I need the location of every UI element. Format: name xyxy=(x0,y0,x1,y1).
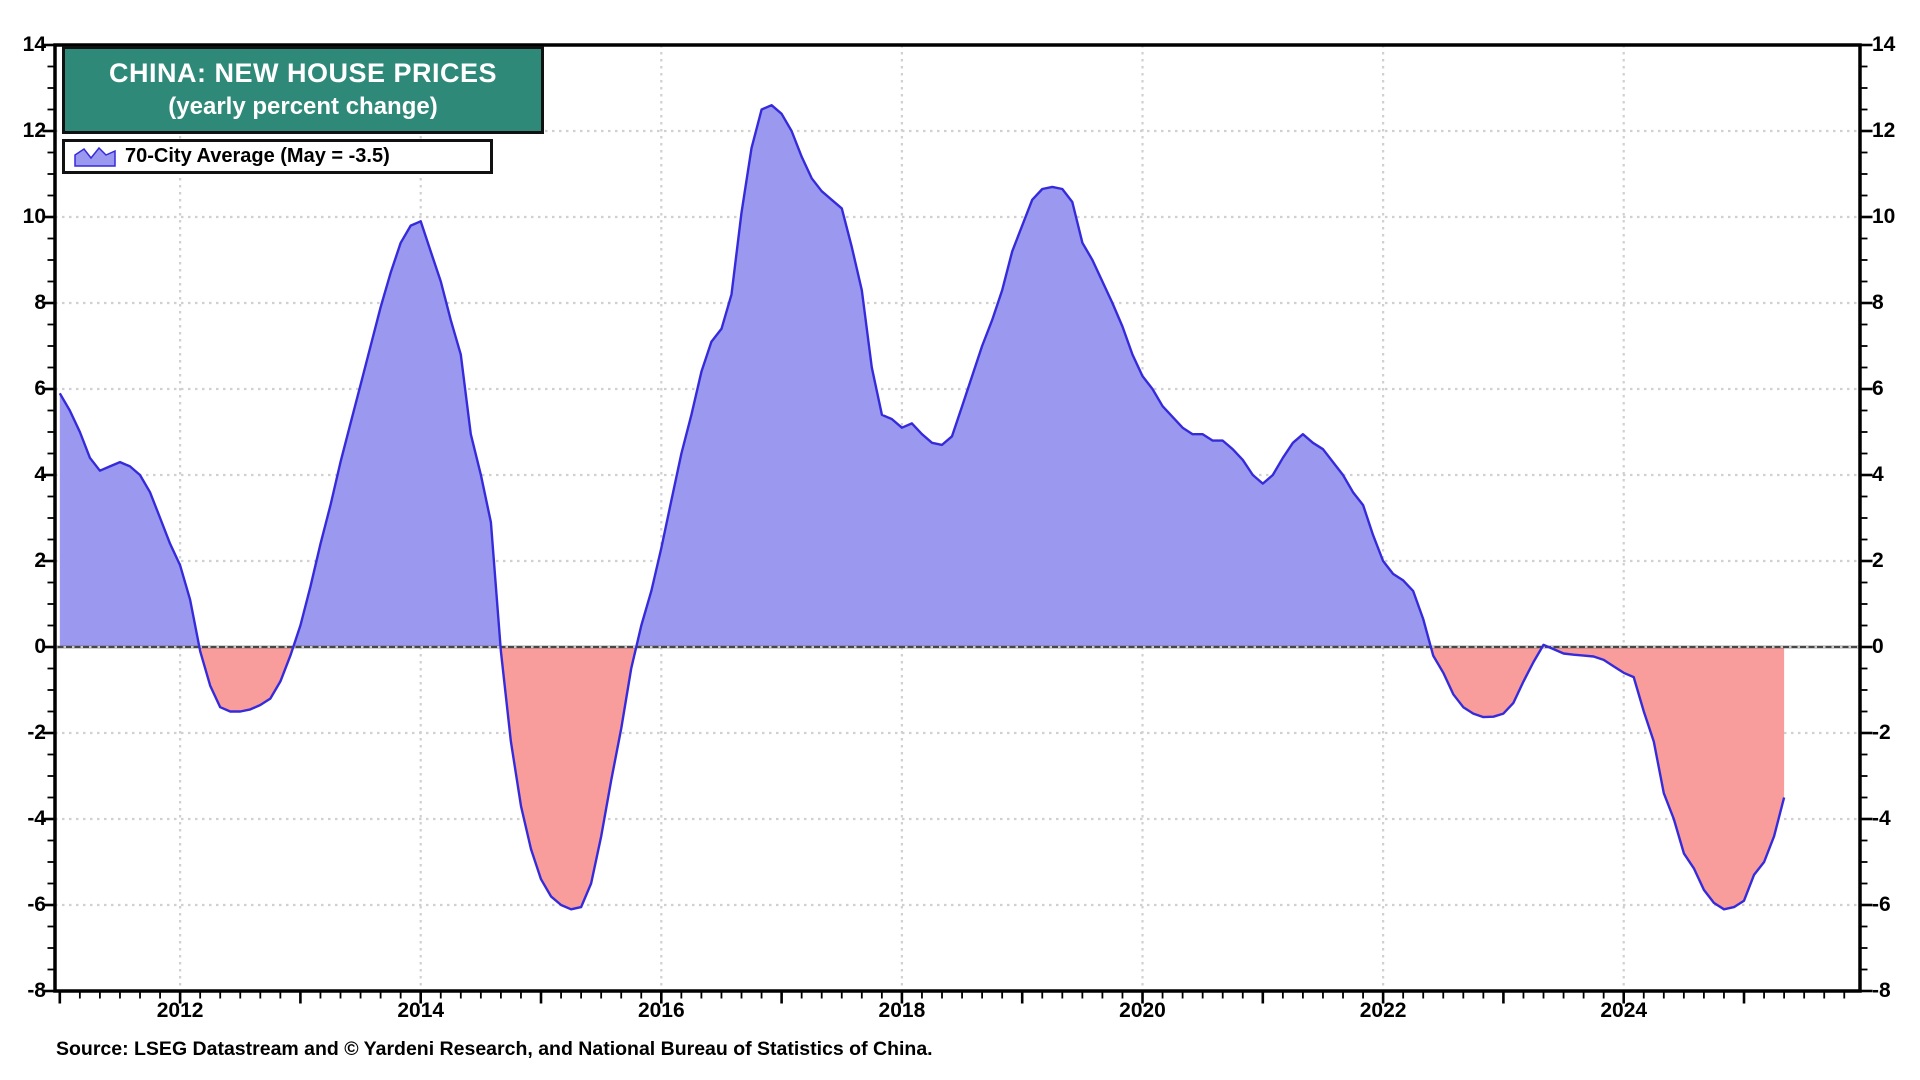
y-axis-label: 4 xyxy=(1872,463,1884,486)
y-axis-label: 8 xyxy=(1872,291,1884,314)
y-axis-label: -6 xyxy=(1872,893,1891,916)
y-axis-label: -2 xyxy=(1872,721,1891,744)
x-axis-label: 2016 xyxy=(637,999,685,1022)
chart-title-box: CHINA: NEW HOUSE PRICES (yearly percent … xyxy=(62,46,544,134)
y-axis-label: 2 xyxy=(1872,549,1884,572)
y-axis-label: 14 xyxy=(1872,33,1896,56)
y-axis-label: 10 xyxy=(22,205,46,228)
legend-label: 70-City Average (May = -3.5) xyxy=(125,145,390,167)
y-axis-label: 6 xyxy=(1872,377,1884,400)
y-axis-label: 6 xyxy=(34,377,46,400)
chart-subtitle: (yearly percent change) xyxy=(168,93,438,120)
y-axis-label: 0 xyxy=(1872,635,1884,658)
source-note: Source: LSEG Datastream and © Yardeni Re… xyxy=(56,1038,933,1060)
y-axis-label: -8 xyxy=(1872,979,1891,1002)
y-axis-label: 10 xyxy=(1872,205,1896,228)
y-axis-label: -6 xyxy=(27,893,46,916)
y-axis-label: 4 xyxy=(34,463,46,486)
legend-box: 70-City Average (May = -3.5) xyxy=(62,139,493,174)
y-axis-label: -4 xyxy=(27,807,46,830)
y-axis-label: -8 xyxy=(27,979,46,1002)
area-fill-positive xyxy=(59,105,1785,647)
y-axis-label: 8 xyxy=(34,291,46,314)
chart-title: CHINA: NEW HOUSE PRICES xyxy=(108,58,498,88)
y-axis-label: 2 xyxy=(34,549,46,572)
area-fill-negative xyxy=(59,647,1785,910)
x-axis-label: 2022 xyxy=(1359,999,1407,1022)
x-axis-label: 2014 xyxy=(397,999,445,1022)
plot-frame xyxy=(53,43,1862,993)
y-axis-label: -2 xyxy=(27,721,46,744)
y-axis-label: 0 xyxy=(34,635,46,658)
area-series-icon xyxy=(74,146,116,167)
y-axis-label: 14 xyxy=(22,33,46,56)
y-axis-label: 12 xyxy=(1872,119,1896,142)
x-axis-label: 2012 xyxy=(156,999,204,1022)
y-axis-label: 12 xyxy=(22,119,46,142)
x-axis-label: 2024 xyxy=(1600,999,1648,1022)
plot-area xyxy=(42,43,1873,1004)
series-line xyxy=(58,104,1786,911)
y-axis-label: -4 xyxy=(1872,807,1891,830)
x-axis-label: 2018 xyxy=(878,999,926,1022)
x-axis-label: 2020 xyxy=(1119,999,1166,1022)
